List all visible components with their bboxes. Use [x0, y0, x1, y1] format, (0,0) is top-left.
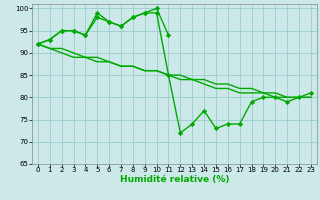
X-axis label: Humidité relative (%): Humidité relative (%) — [120, 175, 229, 184]
